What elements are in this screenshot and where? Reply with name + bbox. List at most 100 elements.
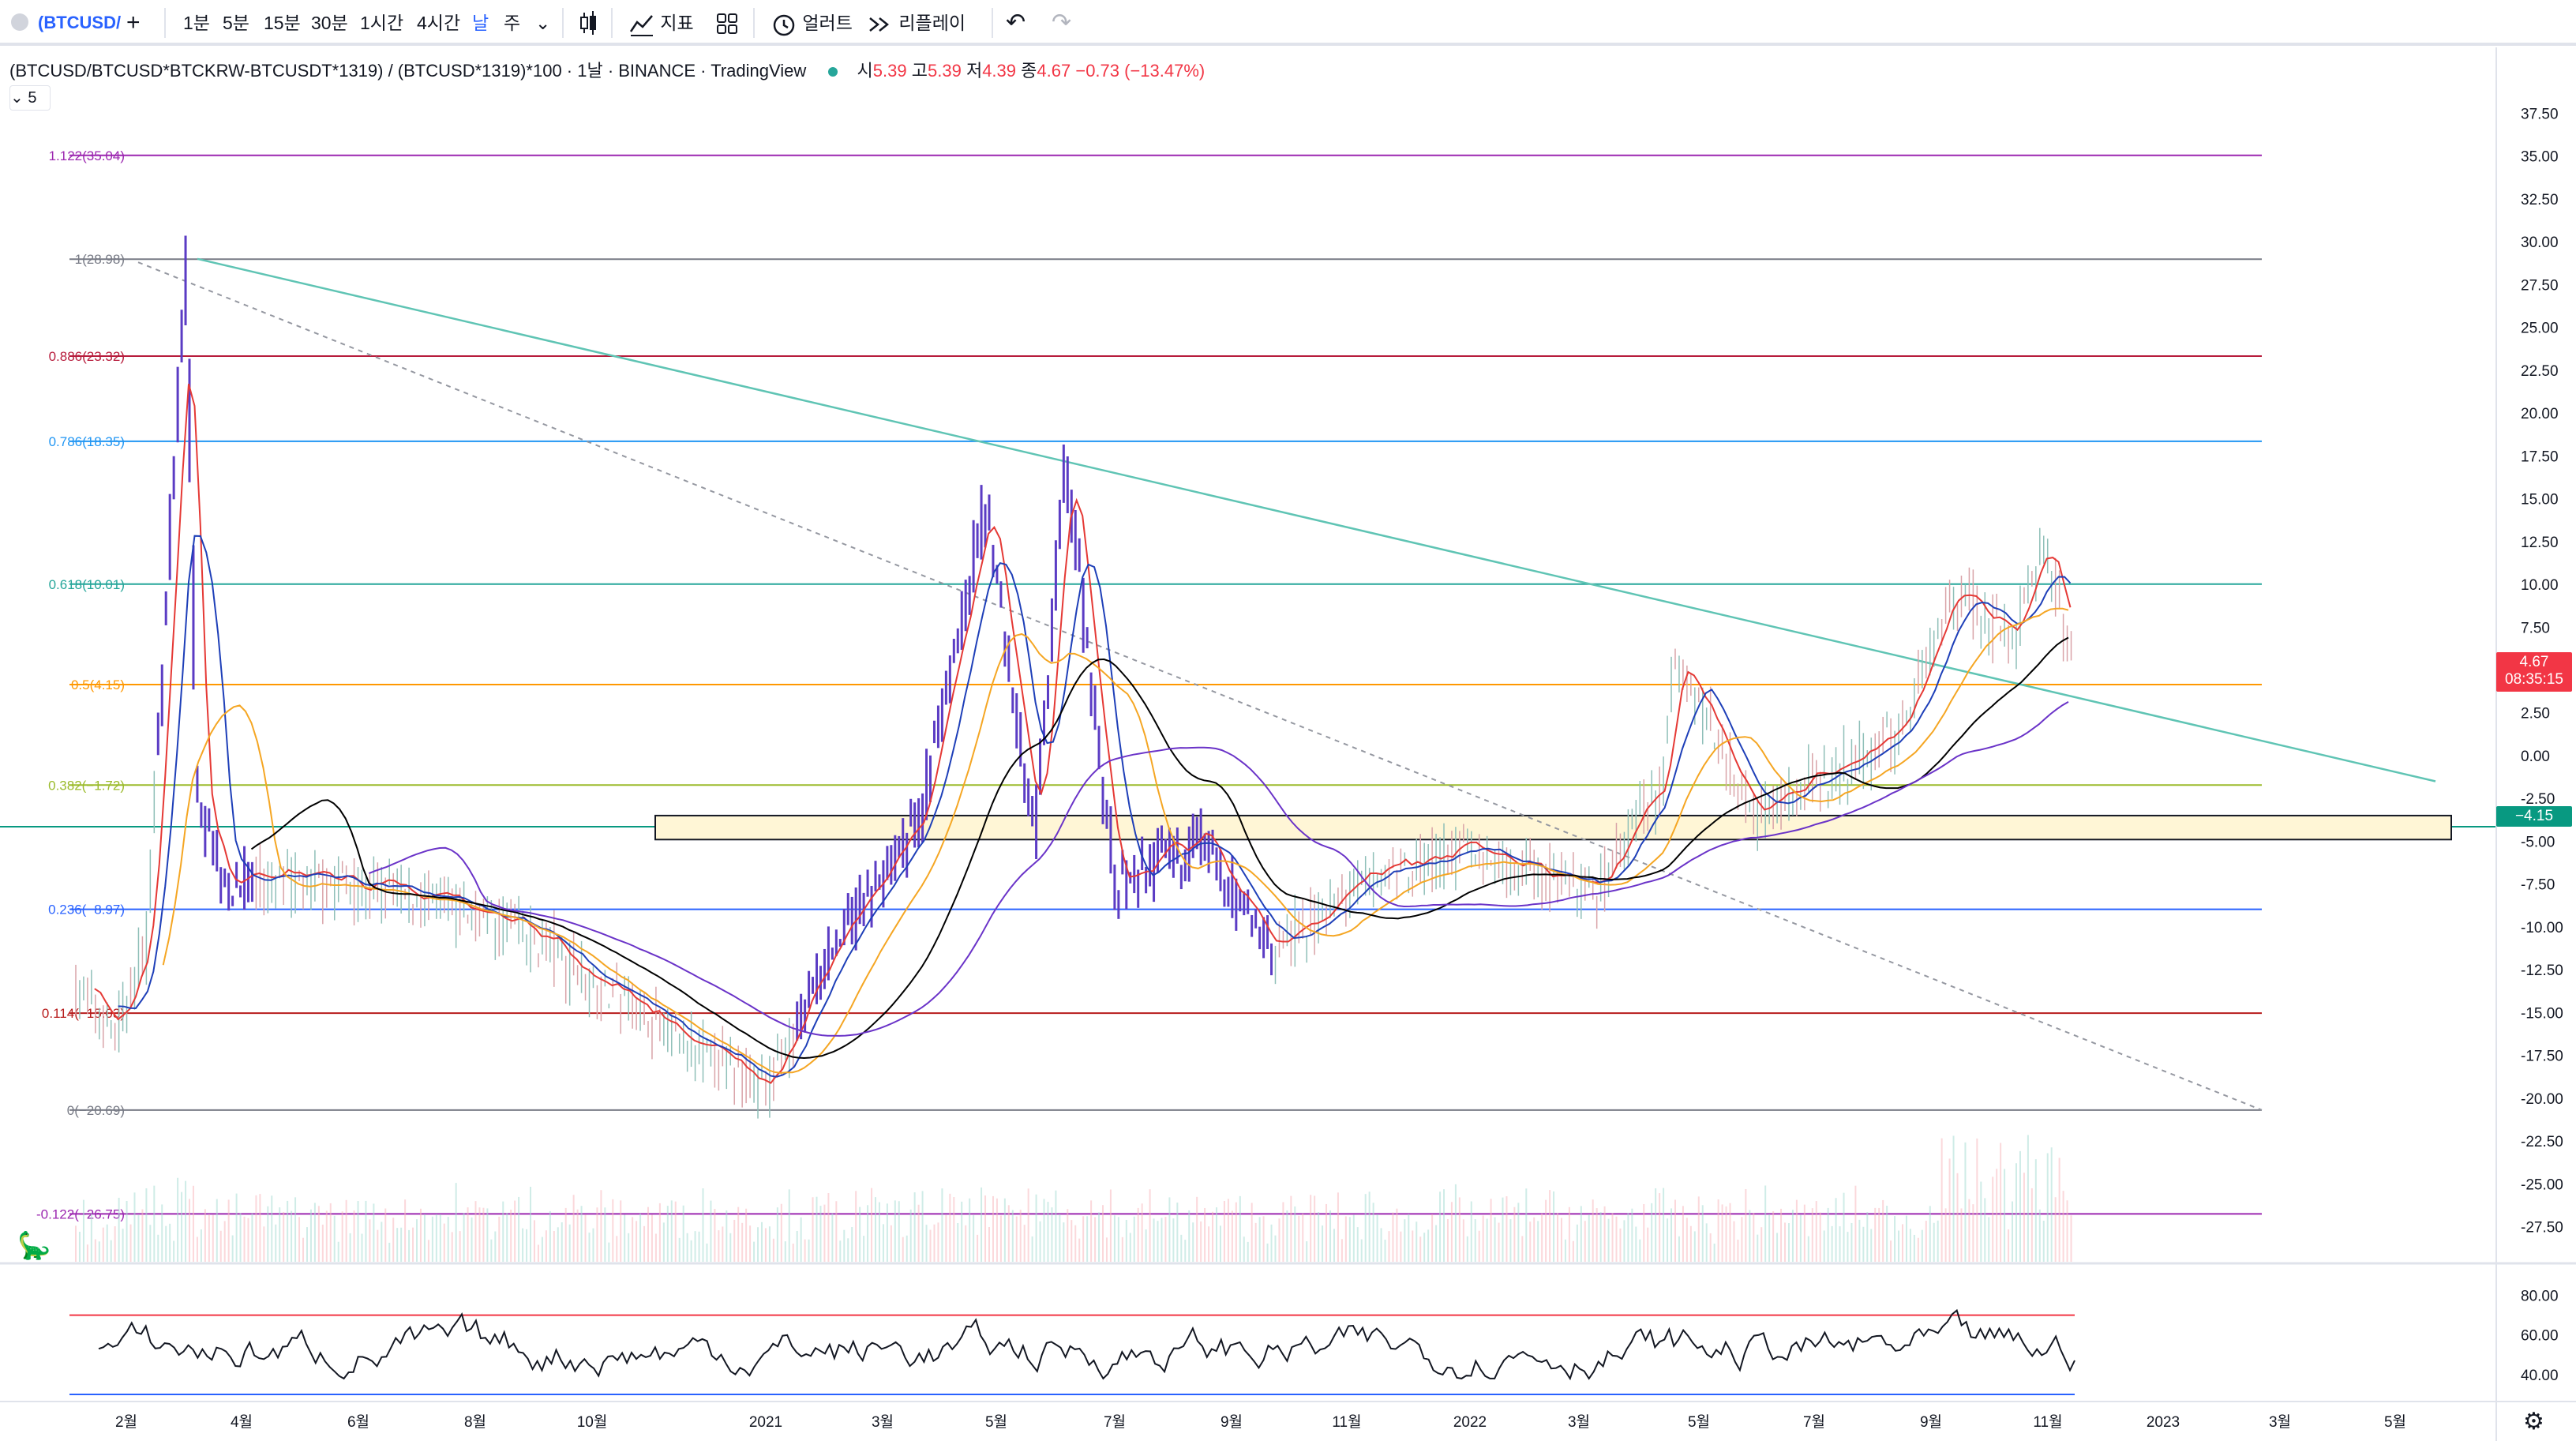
- redo-button[interactable]: ↷: [1052, 9, 1072, 36]
- volume-bar: [624, 1214, 626, 1262]
- volume-bar: [1011, 1210, 1014, 1262]
- interval-30m[interactable]: 30분: [311, 13, 348, 33]
- price-tick-label: 20.00: [2521, 406, 2559, 422]
- undo-button[interactable]: ↶: [1006, 9, 1026, 36]
- volume-bar: [377, 1229, 379, 1262]
- moving-average-line: [118, 535, 2072, 1078]
- volume-bar: [1933, 1222, 1935, 1262]
- volume-bar: [1380, 1228, 1382, 1262]
- volume-bar: [317, 1206, 320, 1262]
- volume-bar: [306, 1227, 308, 1262]
- rsi-tick-label: 40.00: [2521, 1368, 2559, 1384]
- volume-bar: [999, 1215, 1002, 1262]
- volume-bar: [345, 1199, 347, 1262]
- volume-bar: [86, 1244, 88, 1262]
- volume-bar: [1678, 1236, 1680, 1262]
- interval-1d[interactable]: 날: [472, 13, 489, 33]
- legend-change: −0.73 (−13.47%): [1075, 61, 1206, 81]
- symbol-search[interactable]: (BTCUSD/: [6, 6, 121, 39]
- volume-bar: [616, 1236, 618, 1262]
- interval-15m[interactable]: 15분: [264, 13, 301, 33]
- volume-bar: [1067, 1209, 1069, 1262]
- time-tick-label: 3월: [1568, 1413, 1590, 1431]
- volume-bar: [632, 1217, 634, 1262]
- volume-bar: [1188, 1210, 1191, 1262]
- volume-bar: [94, 1239, 96, 1262]
- volume-bar: [1117, 1217, 1119, 1262]
- volume-bars: [75, 1135, 2072, 1262]
- volume-bar: [279, 1207, 281, 1262]
- volume-bar: [831, 1213, 834, 1262]
- price-chart[interactable]: 1.122(35.04) 1(28.98) 0.886(23.32) 0.786(18…: [0, 47, 2576, 1441]
- volume-bar: [1529, 1221, 1532, 1262]
- volume-bar: [651, 1214, 653, 1262]
- replay-button[interactable]: 리플레이: [867, 9, 985, 36]
- volume-bar: [1176, 1203, 1179, 1262]
- volume-bar: [1996, 1169, 1998, 1262]
- volume-bar: [1180, 1234, 1183, 1262]
- price-tick-label: 22.50: [2521, 363, 2559, 380]
- volume-bar: [1866, 1212, 1869, 1262]
- volume-bar: [925, 1225, 928, 1262]
- volume-bar: [1709, 1233, 1712, 1262]
- interval-dropdown[interactable]: ⌄: [535, 13, 551, 33]
- volume-bar: [1482, 1215, 1484, 1262]
- volume-bar: [592, 1228, 594, 1262]
- candle-style-button[interactable]: [578, 9, 602, 36]
- interval-1w[interactable]: 주: [504, 13, 521, 33]
- rsi-tick-label: 60.00: [2521, 1328, 2559, 1345]
- volume-bar: [1917, 1237, 1919, 1262]
- alert-label: 얼러트: [802, 13, 853, 33]
- volume-bar: [126, 1200, 128, 1262]
- volume-bar: [1344, 1216, 1347, 1262]
- volume-bar: [757, 1227, 759, 1262]
- volume-bar: [1125, 1219, 1127, 1262]
- volume-bar: [1745, 1188, 1747, 1262]
- interval-1h[interactable]: 1시간: [360, 13, 404, 33]
- ma-length-toggle[interactable]: ⌄ 5: [9, 85, 51, 111]
- interval-4h[interactable]: 4시간: [417, 13, 461, 33]
- trendlines[interactable]: [137, 257, 2436, 1111]
- volume-bar: [600, 1190, 602, 1262]
- volume-bar: [1458, 1197, 1460, 1262]
- alert-button[interactable]: 얼러트: [771, 9, 865, 36]
- volume-bar: [1537, 1221, 1539, 1262]
- volume-bar: [874, 1197, 876, 1262]
- price-axis[interactable]: 37.50 35.00 32.50 30.00 27.50 25.00 22.50 20.00…: [2521, 106, 2563, 1236]
- interval-5m[interactable]: 5분: [223, 13, 249, 33]
- volume-bar: [145, 1188, 148, 1262]
- volume-bar: [357, 1201, 359, 1262]
- time-axis[interactable]: 2월 4월 6월 8월 10월 2021 3월 5월 7월 9월 11월 2022 3월 5월 7월 9월 11…: [115, 1413, 2406, 1431]
- volume-bar: [1462, 1219, 1464, 1262]
- volume-bar: [196, 1236, 198, 1262]
- indicators-button[interactable]: 지표: [628, 9, 723, 36]
- volume-bar: [1760, 1227, 1763, 1262]
- volume-bar: [1713, 1244, 1715, 1262]
- volume-bar: [1423, 1233, 1426, 1262]
- interval-1m[interactable]: 1분: [183, 13, 210, 33]
- fibonacci-retracement[interactable]: 1.122(35.04) 1(28.98) 0.886(23.32) 0.786(18…: [0, 148, 2495, 1222]
- volume-bar: [1858, 1219, 1861, 1262]
- time-tick-label: 3월: [872, 1413, 894, 1431]
- gear-icon[interactable]: ⚙: [2523, 1409, 2544, 1435]
- templates-button[interactable]: [715, 9, 744, 36]
- time-tick-label: 11월: [1332, 1413, 1361, 1431]
- volume-bar: [82, 1199, 84, 1262]
- volume-bar: [584, 1214, 587, 1262]
- support-zone[interactable]: [654, 814, 2452, 841]
- toolbar-divider: [562, 8, 564, 38]
- dinosaur-icon[interactable]: 🦕: [17, 1231, 51, 1261]
- time-tick-label: 2022: [1453, 1414, 1487, 1431]
- volume-bar: [639, 1214, 642, 1262]
- volume-bar: [1659, 1193, 1661, 1262]
- volume-bar: [729, 1233, 732, 1262]
- volume-bar: [1721, 1204, 1723, 1262]
- rsi-pane: 80.00 60.00 40.00: [69, 1289, 2559, 1395]
- volume-bar: [1149, 1189, 1151, 1262]
- volume-bar: [329, 1203, 332, 1262]
- volume-bar: [141, 1209, 144, 1262]
- volume-bar: [643, 1225, 646, 1262]
- add-symbol-button[interactable]: +: [126, 9, 141, 36]
- volume-bar: [847, 1238, 849, 1262]
- volume-bar: [1035, 1194, 1037, 1262]
